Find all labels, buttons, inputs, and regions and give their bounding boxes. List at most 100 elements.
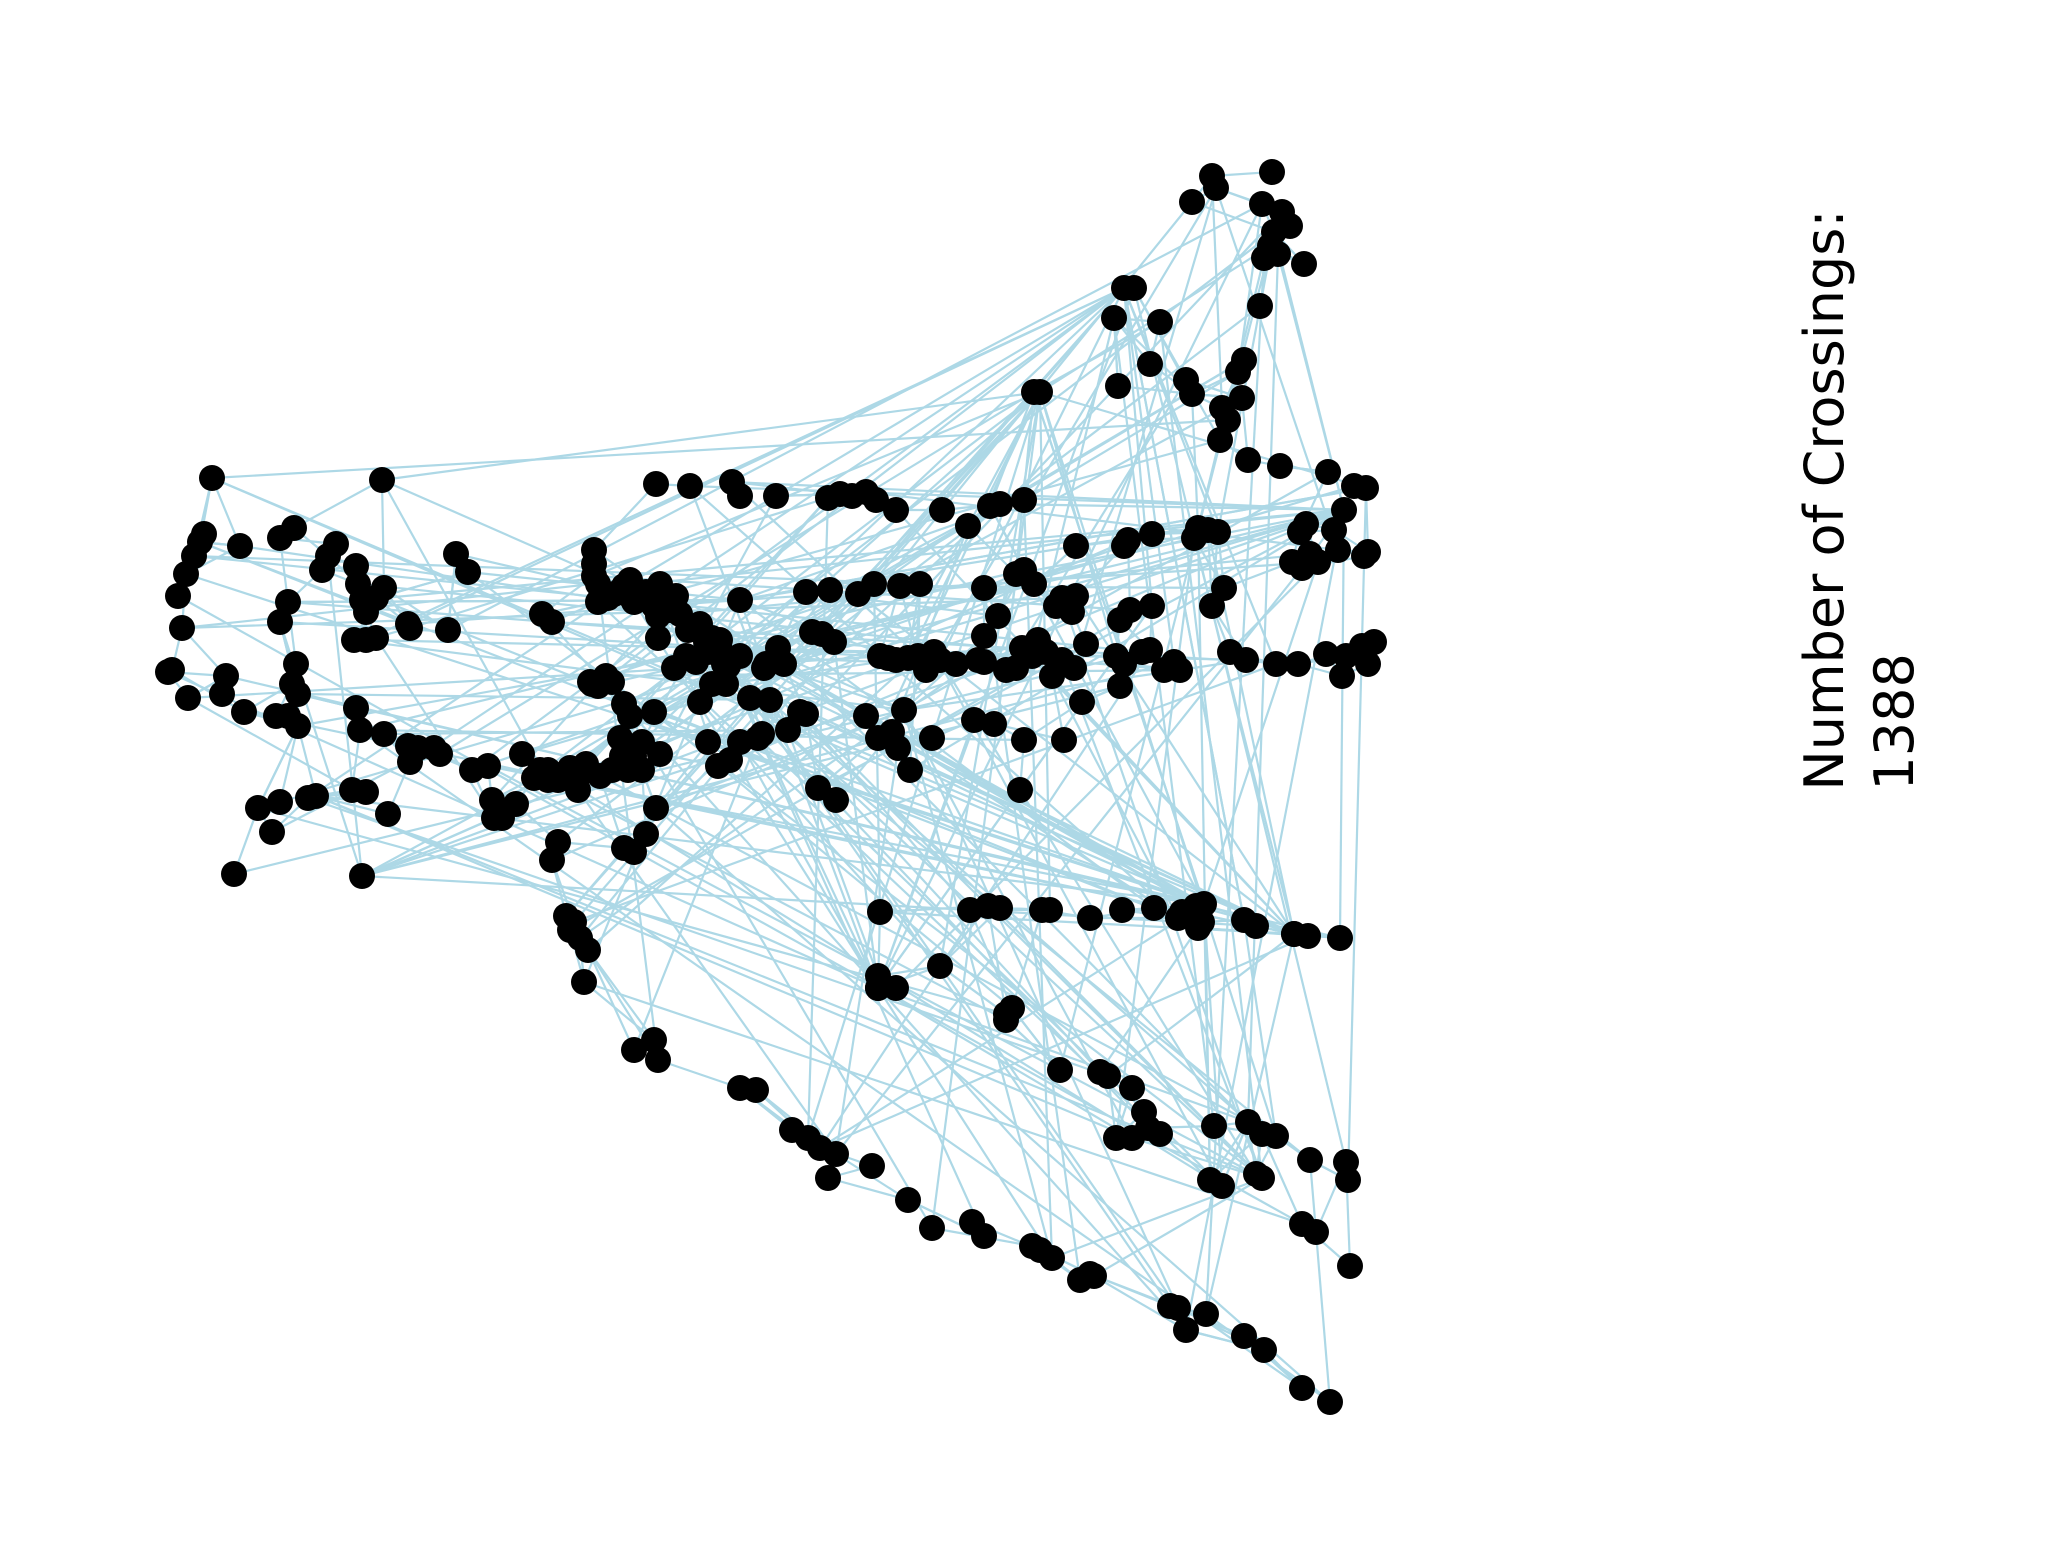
graph-node <box>539 609 565 635</box>
graph-node <box>375 801 401 827</box>
graph-edge <box>315 794 1205 906</box>
graph-node <box>1225 359 1251 385</box>
graph-node <box>1303 1219 1329 1245</box>
graph-node <box>853 703 879 729</box>
graph-node <box>1297 1147 1323 1173</box>
graph-node <box>981 711 1007 737</box>
graph-node <box>919 725 945 751</box>
graph-node <box>971 1223 997 1249</box>
graph-edge <box>1338 509 1346 939</box>
graph-node <box>745 725 771 751</box>
graph-node <box>1103 1125 1129 1151</box>
graph-node <box>1351 543 1377 569</box>
graph-edge <box>375 637 495 819</box>
graph-edge <box>1093 1177 1263 1277</box>
graph-edge <box>657 1058 741 1090</box>
graph-node <box>865 975 891 1001</box>
graph-node <box>897 757 923 783</box>
graph-edge <box>381 479 549 781</box>
graph-node <box>275 589 301 615</box>
graph-node <box>1317 1389 1343 1415</box>
graph-node <box>1095 1063 1121 1089</box>
graph-edge <box>361 508 1345 602</box>
graph-node <box>1193 1301 1219 1327</box>
graph-node <box>907 571 933 597</box>
graph-node <box>883 497 909 523</box>
graph-node <box>651 589 677 615</box>
graph-edge <box>1023 371 1239 501</box>
graph-node <box>455 559 481 585</box>
graph-node <box>765 635 791 661</box>
graph-node <box>1331 497 1357 523</box>
graph-node <box>611 835 637 861</box>
graph-edge <box>583 980 1303 1226</box>
graph-node <box>863 487 889 513</box>
graph-edge <box>187 697 353 791</box>
graph-edge <box>326 555 364 877</box>
graph-node <box>1139 521 1165 547</box>
graph-node <box>231 699 257 725</box>
graph-node <box>1235 447 1261 473</box>
graph-node <box>885 735 911 761</box>
graph-edge <box>685 654 1295 936</box>
graph-edge <box>939 965 1007 1015</box>
graph-node <box>1229 385 1255 411</box>
graph-edge <box>1202 561 1320 905</box>
graph-node <box>987 895 1013 921</box>
graph-node <box>221 861 247 887</box>
graph-node <box>1361 629 1387 655</box>
graph-node <box>1203 175 1229 201</box>
graph-node <box>961 707 987 733</box>
graph-node <box>459 757 485 783</box>
graph-node <box>1335 1167 1361 1193</box>
graph-edge <box>293 479 383 529</box>
graph-node <box>1355 651 1381 677</box>
graph-edge <box>1202 903 1224 1187</box>
graph-node <box>303 783 329 809</box>
graph-node <box>1263 1123 1289 1149</box>
graph-node <box>1329 663 1355 689</box>
graph-edge <box>409 287 1125 763</box>
graph-node <box>929 497 955 523</box>
graph-edge <box>359 729 1303 1389</box>
graph-edge <box>903 650 1143 712</box>
graph-node <box>1191 891 1217 917</box>
graph-node <box>267 789 293 815</box>
graph-edge <box>1314 1231 1332 1403</box>
graph-node <box>793 579 819 605</box>
graph-node <box>713 671 739 697</box>
graph-node <box>1201 1113 1227 1139</box>
graph-node <box>1313 641 1339 667</box>
graph-node <box>647 741 673 767</box>
graph-node <box>1243 913 1269 939</box>
graph-edge <box>361 650 1041 878</box>
crossings-count: 1388 <box>1863 653 1926 791</box>
graph-edge <box>902 709 1054 1259</box>
graph-edge <box>711 508 1345 686</box>
graph-edge <box>719 649 1179 1309</box>
graph-node <box>641 1027 667 1053</box>
graph-node <box>1141 895 1167 921</box>
graph-node <box>175 685 201 711</box>
graph-edge <box>1005 379 1187 671</box>
graph-node <box>535 767 561 793</box>
graph-edge <box>1158 321 1264 1179</box>
graph-edge <box>1214 187 1340 551</box>
graph-edge <box>711 391 1041 685</box>
graph-node <box>421 735 447 761</box>
graph-node <box>371 575 397 601</box>
graph-edge <box>1039 390 1367 490</box>
graph-node <box>435 617 461 643</box>
graph-edge <box>587 949 635 1051</box>
graph-node <box>245 795 271 821</box>
graph-edge <box>181 596 1063 630</box>
graph-edge <box>739 741 879 989</box>
graph-node <box>887 573 913 599</box>
graph-node <box>263 703 289 729</box>
graph-node <box>617 703 643 729</box>
graph-node <box>1215 407 1241 433</box>
graph-node <box>943 651 969 677</box>
graph-node <box>557 917 583 943</box>
graph-node <box>1165 905 1191 931</box>
